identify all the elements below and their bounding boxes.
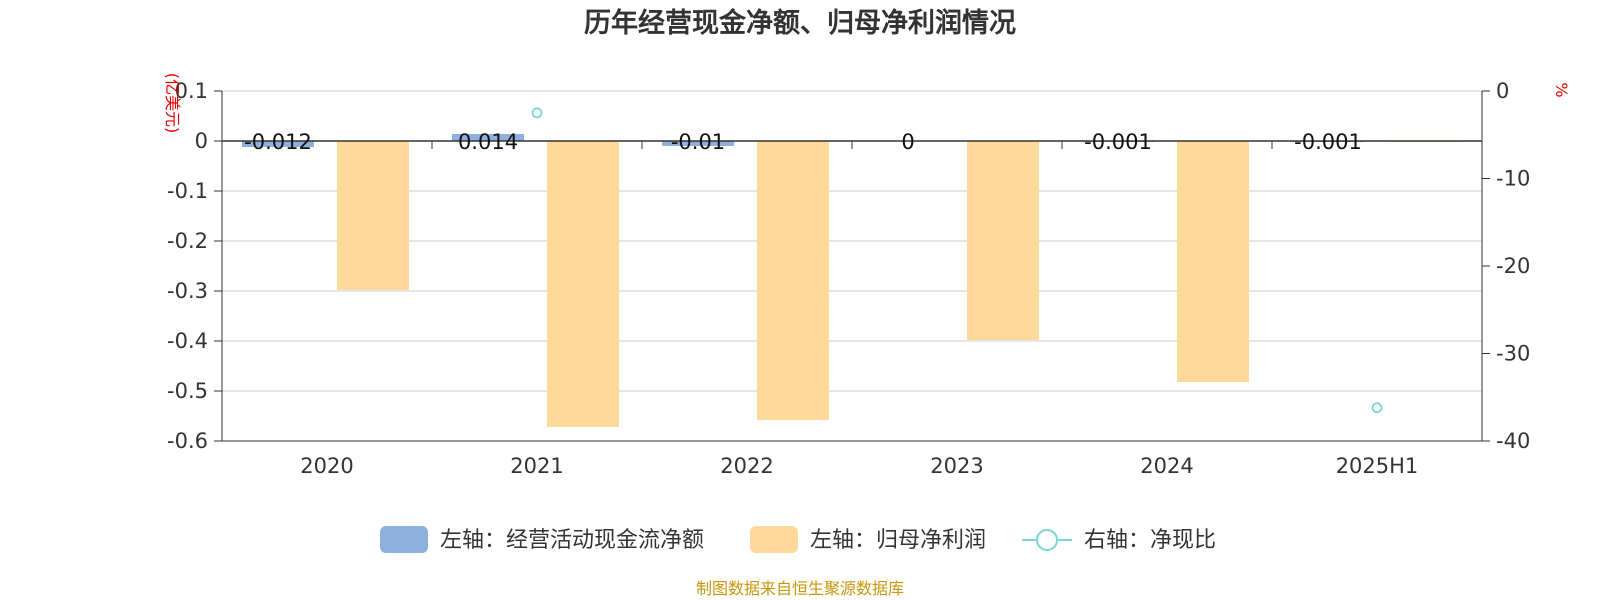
x-tick-label: 2025H1 [1336, 454, 1419, 478]
left-tick-label: -0.3 [167, 279, 208, 303]
left-tick-label: 0 [195, 129, 208, 153]
axes: 0.1 0 -0.1 -0.2 -0.3 -0.4 -0.5 -0.6 0 -10 -20 -30 -4… [167, 79, 1530, 478]
data-label-cashflow: 0.014 [458, 130, 518, 154]
right-axis-unit: % [1552, 82, 1571, 97]
scatter-points [531, 107, 1383, 414]
bar-netprofit [547, 141, 619, 427]
bar-netprofit [757, 141, 829, 420]
left-tick-label: 0.1 [175, 79, 208, 103]
data-label-cashflow: -0.001 [1084, 130, 1152, 154]
legend-marker-ratio[interactable] [1036, 529, 1058, 551]
legend-label-ratio[interactable]: 右轴：净现比 [1084, 528, 1216, 553]
legend-label-cashflow[interactable]: 左轴：经营活动现金流净额 [440, 528, 704, 553]
x-tick-label: 2021 [510, 454, 563, 478]
bar-netprofit [337, 141, 409, 290]
source-note: 制图数据来自恒生聚源数据库 [696, 579, 904, 598]
right-tick-label: -30 [1496, 342, 1530, 366]
data-label-cashflow: 0 [901, 130, 914, 154]
data-label-cashflow: -0.012 [244, 130, 312, 154]
left-tick-label: -0.5 [167, 379, 208, 403]
right-tick-label: -10 [1496, 167, 1530, 191]
legend-label-netprofit[interactable]: 左轴：归母净利润 [810, 528, 986, 553]
bar-netprofit [1177, 141, 1249, 382]
legend: 左轴：经营活动现金流净额 左轴：归母净利润 右轴：净现比 [380, 526, 1216, 553]
point-ratio [531, 107, 543, 119]
x-tick-label: 2020 [300, 454, 353, 478]
x-tick-label: 2022 [720, 454, 773, 478]
x-tick-label: 2024 [1140, 454, 1193, 478]
left-tick-label: -0.2 [167, 229, 208, 253]
left-tick-label: -0.4 [167, 329, 208, 353]
left-tick-label: -0.1 [167, 179, 208, 203]
bar-netprofit [967, 141, 1039, 340]
bar-cashflow [662, 141, 734, 146]
point-ratio [1371, 402, 1383, 414]
bar-cashflow [452, 134, 524, 141]
data-label-cashflow: -0.01 [671, 130, 725, 154]
bars [242, 134, 1459, 427]
bar-cashflow [242, 141, 314, 147]
left-tick-label: -0.6 [167, 429, 208, 453]
right-tick-label: -20 [1496, 254, 1530, 278]
left-axis-unit: (亿美元) [163, 73, 182, 134]
legend-swatch-netprofit[interactable] [750, 526, 798, 553]
legend-swatch-cashflow[interactable] [380, 526, 428, 553]
data-label-cashflow: -0.001 [1294, 130, 1362, 154]
chart-title: 历年经营现金净额、归母净利润情况 [584, 7, 1016, 39]
data-labels: -0.012 0.014 -0.01 0 -0.001 -0.001 [244, 130, 1362, 154]
right-tick-label: -40 [1496, 429, 1530, 453]
x-tick-label: 2023 [930, 454, 983, 478]
right-tick-label: 0 [1496, 79, 1509, 103]
